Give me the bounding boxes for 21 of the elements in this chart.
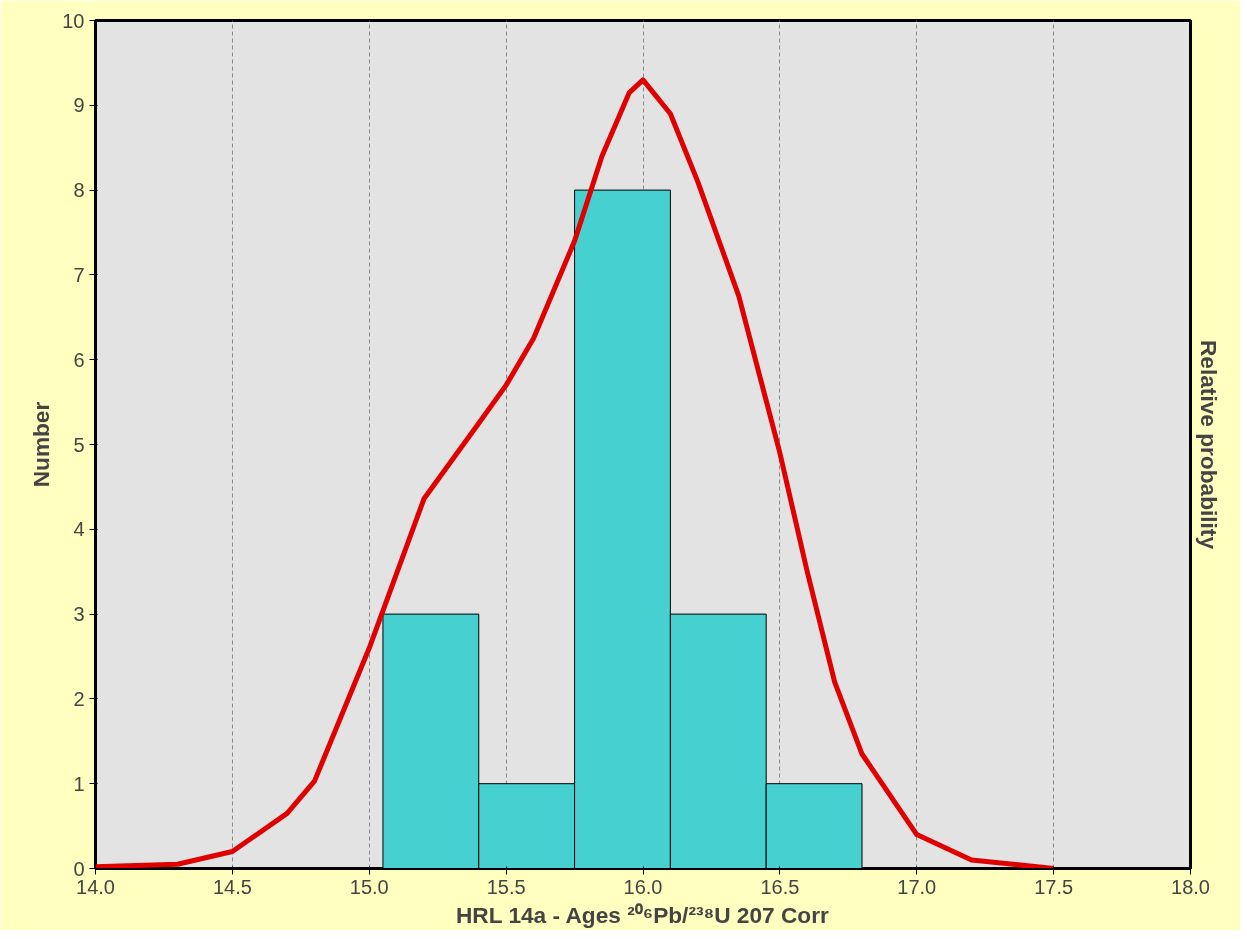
x-tick-label: 17.0: [897, 875, 937, 898]
x-tick-label: 16.0: [623, 875, 663, 898]
y-tick-label: 4: [73, 518, 85, 541]
y2-axis-title: Relative probability: [1195, 340, 1222, 550]
x-tick-label: 16.5: [760, 875, 800, 898]
x-tick-label: 14.5: [212, 875, 252, 898]
y-axis-title: Number: [28, 401, 55, 488]
y-tick-label: 1: [73, 772, 85, 795]
x-tick-label: 15.5: [486, 875, 526, 898]
y-tick-label: 9: [73, 94, 85, 117]
x-tick-label: 15.0: [349, 875, 389, 898]
y-tick-label: 8: [73, 179, 85, 202]
x-tick-label: 17.5: [1034, 875, 1074, 898]
x-tick-label: 18.0: [1171, 875, 1210, 898]
y-tick-label: 7: [73, 263, 85, 286]
y-tick-label: 10: [62, 9, 85, 32]
y-tick-label: 2: [73, 687, 85, 710]
y-tick-label: 5: [73, 433, 85, 456]
x-axis-title: HRL 14a - Ages ²⁰⁶Pb/²³⁸U 207 Corr: [455, 901, 829, 928]
y-tick-label: 3: [73, 603, 85, 626]
y-tick-label: 6: [73, 348, 85, 371]
